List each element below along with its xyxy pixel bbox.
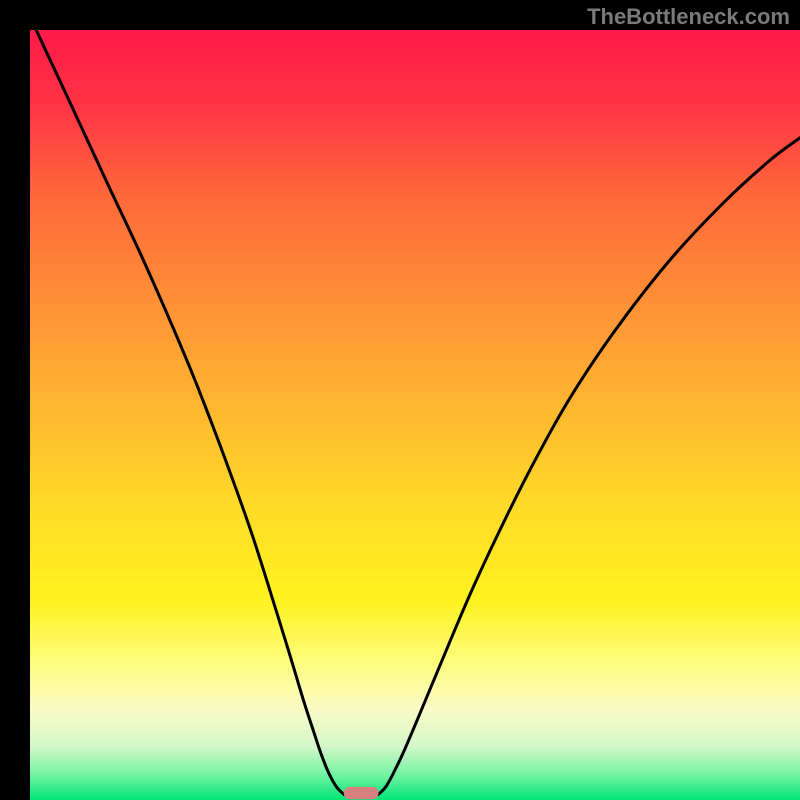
curve-layer — [30, 30, 800, 800]
watermark-text: TheBottleneck.com — [587, 4, 790, 30]
chart-container: TheBottleneck.com — [0, 0, 800, 800]
v-curve-path — [36, 30, 800, 795]
plot-area — [30, 30, 800, 800]
minimum-marker — [344, 787, 379, 799]
